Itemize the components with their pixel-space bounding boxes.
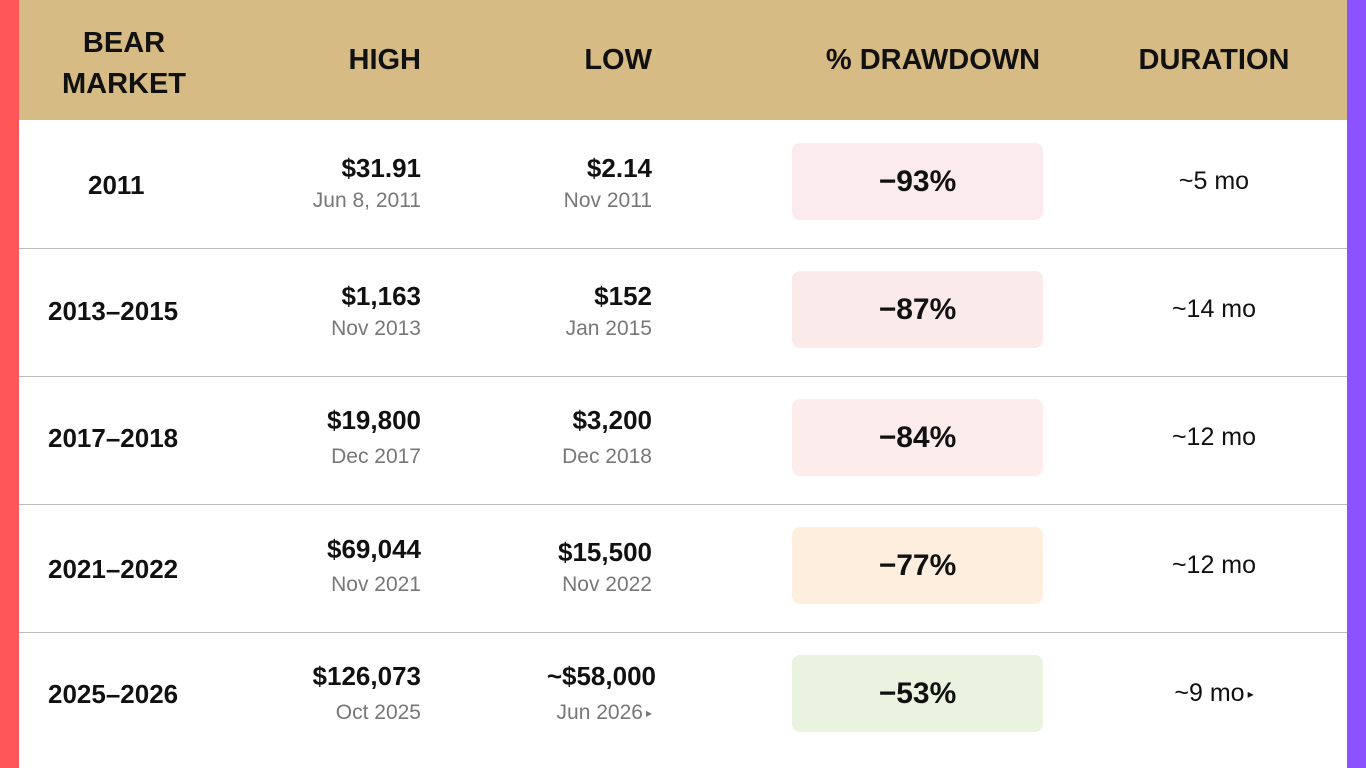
period-label: 2017–2018 xyxy=(48,423,179,453)
drawdown-badge: −87% xyxy=(792,271,1043,348)
header-drawdown: % DRAWDOWN xyxy=(825,44,1041,76)
table-row: 2011 $31.91 Jun 8, 2011 $2.14 Nov 2011 −… xyxy=(19,120,1347,249)
low-date-wrapper: Jun 2026 ▸ xyxy=(557,701,652,725)
right-triangle-icon: ▸ xyxy=(645,706,652,721)
high-price: $31.91 xyxy=(341,153,421,183)
low-date: Dec 2018 xyxy=(562,445,652,468)
header-duration: DURATION xyxy=(1138,44,1290,76)
header-bear-market: BEAR MARKET xyxy=(61,27,187,100)
table-row: 2017–2018 $19,800 Dec 2017 $3,200 Dec 20… xyxy=(19,376,1347,505)
high-date: Jun 8, 2011 xyxy=(312,189,421,212)
header-high: HIGH xyxy=(348,44,422,76)
low-date: Jan 2015 xyxy=(565,317,652,340)
period-label: 2025–2026 xyxy=(48,679,179,709)
header-low: LOW xyxy=(584,44,652,76)
high-date: Oct 2025 xyxy=(335,701,421,724)
high-price: $69,044 xyxy=(327,534,421,564)
table-row: 2025–2026 $126,073 Oct 2025 ~$58,000 Jun… xyxy=(19,632,1347,760)
bear-market-table: BEAR MARKET HIGH LOW % DRAWDOWN DURATION… xyxy=(19,0,1347,768)
period-label: 2011 xyxy=(88,170,145,200)
high-price: $126,073 xyxy=(312,661,421,691)
right-triangle-icon: ▸ xyxy=(1247,687,1254,702)
table-row: 2013–2015 $1,163 Nov 2013 $152 Jan 2015 … xyxy=(19,248,1347,377)
duration-value: ~9 mo xyxy=(1174,679,1245,707)
duration-value: ~12 mo xyxy=(1171,423,1257,451)
low-price: $152 xyxy=(594,281,652,311)
duration-value: ~5 mo xyxy=(1178,167,1250,195)
low-price: $2.14 xyxy=(586,153,652,183)
high-price: $19,800 xyxy=(327,405,421,435)
high-date: Nov 2021 xyxy=(331,573,421,596)
drawdown-badge: −53% xyxy=(792,655,1043,732)
period-label: 2013–2015 xyxy=(48,296,179,326)
right-edge-stripe xyxy=(1347,0,1366,768)
table-header: BEAR MARKET HIGH LOW % DRAWDOWN DURATION xyxy=(19,0,1347,120)
low-date: Jun 2026 xyxy=(556,701,643,724)
period-label: 2021–2022 xyxy=(48,554,179,584)
left-edge-stripe xyxy=(0,0,19,768)
high-date: Dec 2017 xyxy=(331,445,421,468)
duration-value: ~14 mo xyxy=(1171,295,1257,323)
low-date: Nov 2011 xyxy=(563,189,652,212)
low-date: Nov 2022 xyxy=(562,573,652,596)
high-price: $1,163 xyxy=(341,281,421,311)
high-date: Nov 2013 xyxy=(331,317,421,340)
drawdown-badge: −77% xyxy=(792,527,1043,604)
low-price: $3,200 xyxy=(572,405,652,435)
table-row: 2021–2022 $69,044 Nov 2021 $15,500 Nov 2… xyxy=(19,504,1347,633)
duration-value: ~12 mo xyxy=(1171,551,1257,579)
low-price: $15,500 xyxy=(558,537,652,567)
duration-wrapper: ~9 mo ▸ xyxy=(1119,679,1309,708)
drawdown-badge: −93% xyxy=(792,143,1043,220)
low-price: ~$58,000 xyxy=(546,661,656,691)
drawdown-badge: −84% xyxy=(792,399,1043,476)
